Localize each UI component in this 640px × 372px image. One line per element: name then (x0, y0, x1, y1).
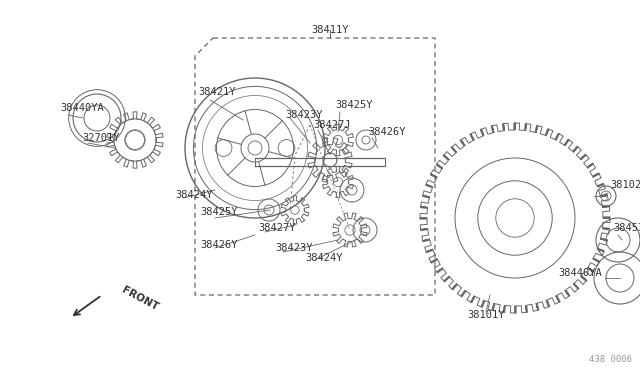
Text: 38424Y: 38424Y (305, 253, 342, 263)
Text: 38426Y: 38426Y (200, 240, 237, 250)
Text: 38453Y: 38453Y (613, 223, 640, 233)
Text: 38424Y: 38424Y (175, 190, 212, 200)
Text: 38425Y: 38425Y (335, 100, 372, 110)
Text: 38426Y: 38426Y (368, 127, 406, 137)
Text: FRONT: FRONT (120, 285, 160, 312)
Text: 38440YA: 38440YA (558, 268, 602, 278)
Text: 38411Y: 38411Y (311, 25, 349, 35)
Text: 38427J: 38427J (313, 120, 351, 130)
Text: 32701Y: 32701Y (82, 133, 120, 143)
Text: 38423Y: 38423Y (275, 243, 312, 253)
Text: 38425Y: 38425Y (200, 207, 237, 217)
Text: 38423Y: 38423Y (285, 110, 323, 120)
Text: 38427Y: 38427Y (258, 223, 296, 233)
Text: 38440YA: 38440YA (60, 103, 104, 113)
Text: 38421Y: 38421Y (198, 87, 236, 97)
Text: 38101Y: 38101Y (467, 310, 505, 320)
Text: 438 0006: 438 0006 (589, 355, 632, 364)
Text: 38102Y: 38102Y (610, 180, 640, 190)
